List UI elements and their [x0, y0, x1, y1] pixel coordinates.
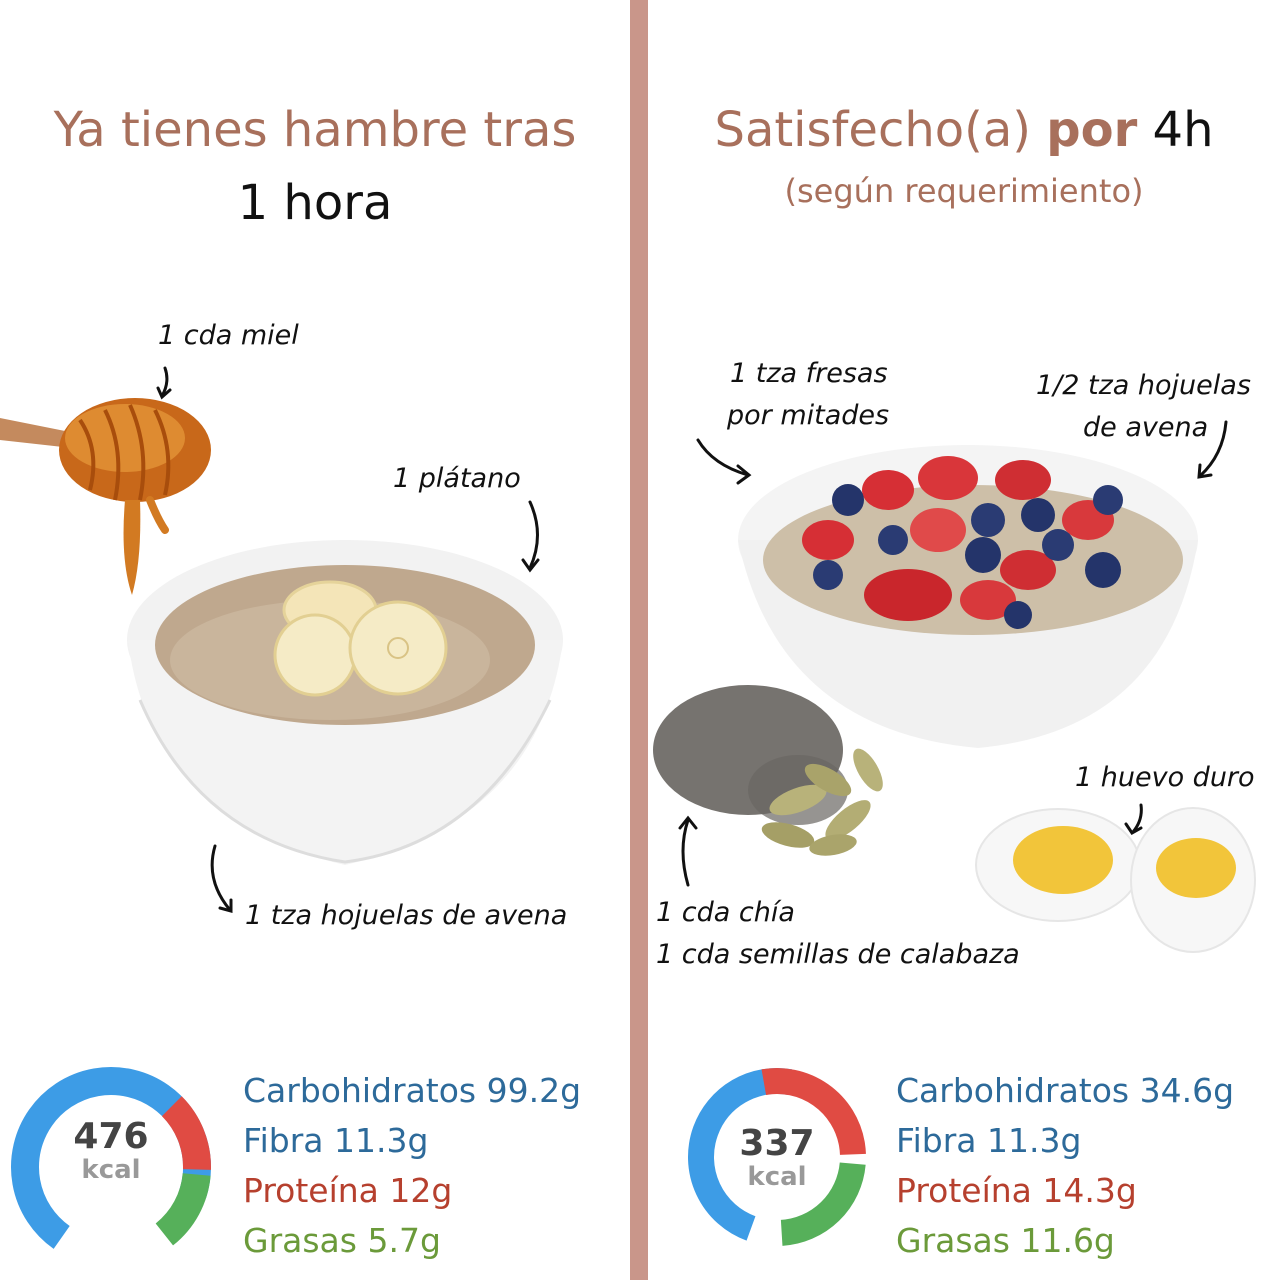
right-subtitle: (según requerimiento) — [784, 172, 1144, 210]
right-title: Satisfecho(a) por 4h — [648, 102, 1280, 158]
right-title-part1: Satisfecho(a) — [714, 102, 1031, 158]
seeds-label-1: 1 cda chía — [656, 897, 795, 928]
right-calories: 337 kcal — [717, 1123, 837, 1192]
left-calorie-unit: kcal — [81, 1155, 141, 1185]
right-calorie-donut — [688, 1068, 866, 1246]
right-calorie-unit: kcal — [747, 1162, 807, 1192]
left-macros: Carbohidratos 99.2g Fibra 11.3g Proteína… — [243, 1066, 581, 1266]
seeds-illustration — [653, 685, 883, 856]
left-fat: Grasas 5.7g — [243, 1221, 441, 1260]
oats-label-1: 1/2 tza hojuelas — [1036, 370, 1251, 401]
honey-dipper-illustration — [0, 398, 211, 595]
right-fat: Grasas 11.6g — [896, 1221, 1115, 1260]
left-protein: Proteína 12g — [243, 1171, 453, 1210]
strawberries-label-2: por mitades — [727, 400, 890, 431]
egg-label: 1 huevo duro — [1075, 762, 1255, 793]
left-fiber: Fibra 11.3g — [243, 1121, 429, 1160]
oats-label: 1 tza hojuelas de avena — [245, 900, 568, 931]
right-macros: Carbohidratos 34.6g Fibra 11.3g Proteína… — [896, 1066, 1234, 1266]
right-fiber: Fibra 11.3g — [896, 1121, 1082, 1160]
seeds-label-2: 1 cda semillas de calabaza — [656, 939, 1020, 970]
left-title: Ya tienes hambre tras — [53, 102, 577, 158]
oats-label-2: de avena — [1083, 412, 1209, 443]
right-protein: Proteína 14.3g — [896, 1171, 1137, 1210]
right-panel: Satisfecho(a) por 4h (según requerimient… — [648, 0, 1280, 1280]
left-calorie-value: 476 — [73, 1116, 149, 1157]
arrow-icons — [156, 366, 540, 913]
right-calorie-value: 337 — [739, 1123, 815, 1164]
left-title-hours: 1 hora — [237, 175, 393, 231]
left-panel: Ya tienes hambre tras 1 hora — [0, 0, 630, 1280]
berry-oat-bowl-illustration — [738, 445, 1198, 748]
banana-label: 1 plátano — [393, 463, 521, 494]
left-illustration — [0, 366, 563, 1267]
right-carbs: Carbohidratos 34.6g — [896, 1071, 1235, 1110]
strawberries-label-1: 1 tza fresas — [730, 358, 888, 389]
left-carbs: Carbohidratos 99.2g — [243, 1071, 582, 1110]
boiled-egg-illustration — [975, 807, 1256, 953]
left-calories: 476 kcal — [51, 1116, 171, 1185]
left-calorie-donut — [11, 1067, 211, 1267]
right-title-part3: 4h — [1152, 102, 1214, 158]
arrow-icons — [678, 420, 1228, 887]
oatmeal-bowl-illustration — [127, 540, 563, 865]
honey-label: 1 cda miel — [158, 320, 299, 351]
center-divider — [630, 0, 648, 1280]
right-title-part2: por — [1046, 102, 1138, 158]
right-illustration — [653, 420, 1256, 1246]
